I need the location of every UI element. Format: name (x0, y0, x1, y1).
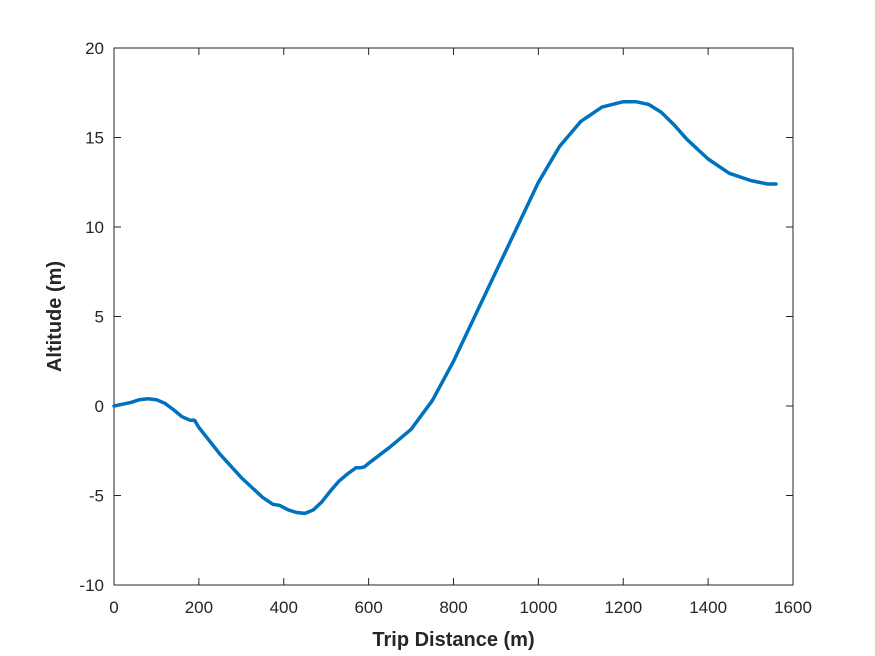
x-tick-label: 0 (109, 598, 118, 617)
x-axis-ticks: 0 200 400 600 800 1000 1200 1400 1600 (109, 48, 812, 617)
y-tick-label: 5 (95, 308, 104, 327)
series-layer (112, 99, 778, 516)
y-tick-label: 10 (85, 218, 104, 237)
y-tick-label: -10 (79, 576, 104, 595)
y-tick-label: 0 (95, 397, 104, 416)
x-tick-label: 1600 (774, 598, 812, 617)
x-axis-label: Trip Distance (m) (372, 629, 534, 651)
x-tick-label: 400 (270, 598, 298, 617)
y-axis-ticks: -10 -5 0 5 10 15 20 (79, 39, 793, 595)
plot-area: 0 200 400 600 800 1000 1200 1400 1600 -10 -5 0 5 10 1… (79, 39, 811, 617)
x-tick-label: 1200 (604, 598, 642, 617)
x-tick-label: 200 (185, 598, 213, 617)
x-tick-label: 1000 (519, 598, 557, 617)
altitude-series-line (112, 99, 778, 516)
x-tick-label: 600 (354, 598, 382, 617)
axes-box (113, 47, 794, 586)
y-tick-label: -5 (89, 487, 104, 506)
y-tick-label: 15 (85, 129, 104, 148)
x-tick-label: 800 (439, 598, 467, 617)
y-axis-label: Altitude (m) (44, 261, 66, 372)
y-tick-label: 20 (85, 39, 104, 58)
x-tick-label: 1400 (689, 598, 727, 617)
